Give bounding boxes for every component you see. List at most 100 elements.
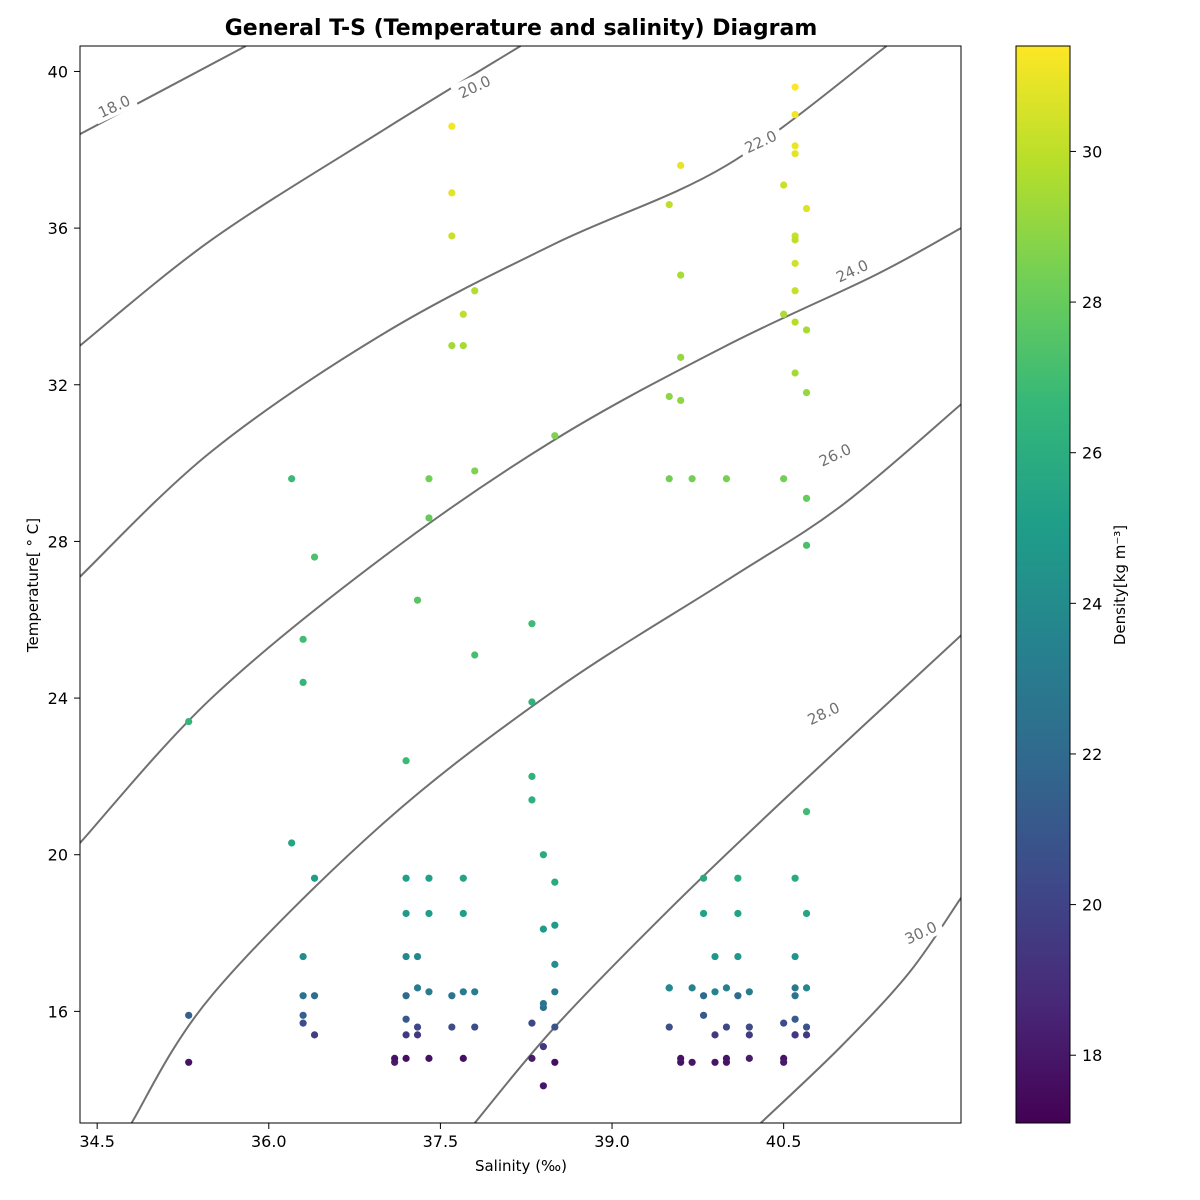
data-point (791, 150, 799, 158)
data-point (185, 1011, 193, 1019)
data-point (551, 432, 559, 440)
data-point (791, 83, 799, 91)
plot-frame (79, 45, 962, 1124)
data-point (551, 878, 559, 886)
data-point (425, 909, 433, 918)
y-axis: 16 20 24 28 32 36 40 (48, 62, 80, 1021)
data-point (791, 259, 799, 267)
data-point (413, 1023, 422, 1031)
data-point (791, 874, 799, 882)
contour-line (80, 46, 888, 578)
y-tick-label: 40 (48, 62, 68, 81)
data-point (711, 1058, 719, 1066)
data-point (299, 992, 307, 1000)
data-point (402, 909, 410, 918)
data-point (471, 467, 479, 475)
x-axis: 34.5 36.0 37.5 39.0 40.5 (79, 1123, 801, 1151)
data-point (722, 984, 731, 992)
contour-label: 24.0 (833, 256, 871, 286)
data-point (299, 952, 307, 961)
colorbar-label: Density[kg m⁻³] (1111, 525, 1129, 645)
data-point (402, 992, 410, 1000)
colorbar-tick-label: 22 (1082, 745, 1102, 764)
data-point (402, 1015, 410, 1023)
data-point (299, 635, 307, 643)
data-point (791, 952, 799, 961)
colorbar-tick-label: 26 (1082, 444, 1102, 463)
data-point (459, 310, 467, 318)
contour-label: 28.0 (805, 699, 843, 729)
x-tick-label: 34.5 (79, 1132, 115, 1151)
data-point (413, 952, 422, 961)
data-point (802, 326, 811, 334)
data-point (780, 310, 788, 318)
data-point (528, 698, 536, 706)
data-point (791, 992, 799, 1000)
data-point (299, 1011, 307, 1019)
data-point (745, 1054, 753, 1062)
data-point (802, 204, 811, 213)
data-point (699, 874, 708, 882)
data-point (734, 909, 742, 918)
y-tick-label: 32 (48, 376, 68, 395)
data-point (802, 541, 811, 549)
data-point (665, 475, 673, 483)
data-point (425, 988, 433, 996)
data-point (791, 1031, 799, 1039)
data-point (402, 757, 410, 765)
data-point (471, 287, 479, 295)
y-tick-label: 16 (48, 1002, 68, 1021)
data-point (551, 921, 559, 929)
data-point (699, 1011, 708, 1019)
chart-title: General T-S (Temperature and salinity) D… (225, 16, 818, 41)
data-point (185, 1058, 193, 1066)
data-point (722, 1023, 731, 1031)
data-point (722, 1058, 731, 1066)
data-point (528, 772, 536, 781)
data-point (459, 874, 467, 882)
data-point (551, 1023, 559, 1031)
data-point (791, 318, 799, 326)
data-point (402, 1031, 410, 1039)
contour-line (80, 227, 961, 844)
data-point (402, 952, 410, 961)
data-point (539, 999, 547, 1008)
data-points (185, 83, 811, 1090)
data-point (780, 1058, 788, 1066)
data-point (802, 909, 811, 918)
data-point (665, 201, 673, 209)
colorbar-tick-label: 20 (1082, 896, 1102, 915)
data-point (802, 494, 811, 502)
data-point (791, 1015, 799, 1023)
data-point (688, 1058, 696, 1066)
contour-label: 20.0 (456, 72, 494, 102)
data-point (802, 388, 811, 397)
data-point (310, 992, 319, 1000)
x-tick-label: 40.5 (766, 1132, 802, 1151)
contour-line (130, 403, 961, 1123)
data-point (528, 620, 536, 628)
data-point (734, 952, 742, 961)
data-point (699, 992, 708, 1000)
data-point (780, 475, 788, 483)
contour-label: 30.0 (902, 918, 940, 948)
x-tick-label: 36.0 (251, 1132, 287, 1151)
data-point (413, 984, 422, 992)
data-point (791, 236, 799, 244)
data-point (402, 874, 410, 882)
data-point (425, 874, 433, 882)
data-point (528, 796, 536, 804)
data-point (791, 369, 799, 377)
data-point (791, 984, 799, 992)
data-point (688, 475, 696, 483)
data-point (677, 1058, 685, 1066)
data-point (780, 181, 788, 189)
data-point (299, 678, 307, 687)
data-point (448, 122, 456, 130)
data-point (448, 232, 456, 240)
data-point (413, 1031, 422, 1039)
data-point (802, 1031, 811, 1039)
contour-line (473, 634, 961, 1123)
data-point (791, 142, 799, 150)
contour-line (80, 46, 247, 136)
